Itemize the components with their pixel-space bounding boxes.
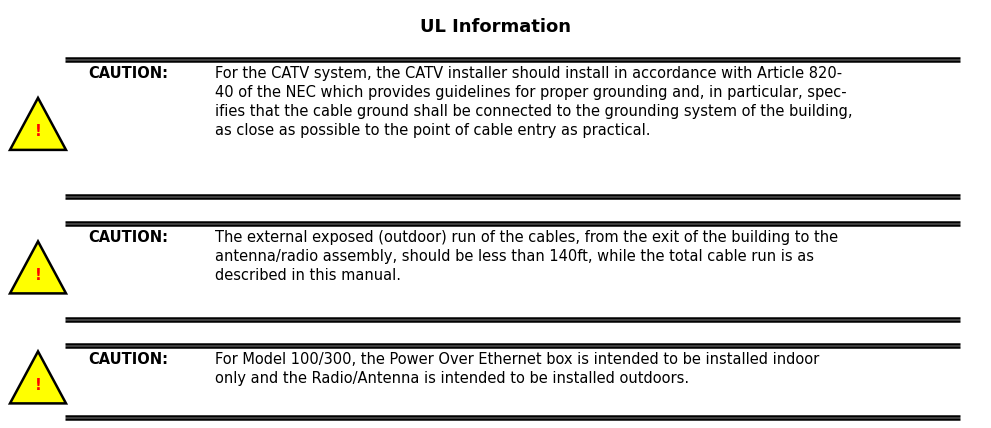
Text: CAUTION:: CAUTION: — [88, 230, 168, 245]
Text: 40 of the NEC which provides guidelines for proper grounding and, in particular,: 40 of the NEC which provides guidelines … — [215, 85, 846, 100]
Text: antenna/radio assembly, should be less than 140ft, while the total cable run is : antenna/radio assembly, should be less t… — [215, 249, 814, 264]
Text: !: ! — [35, 377, 42, 393]
Text: described in this manual.: described in this manual. — [215, 268, 401, 283]
Polygon shape — [10, 351, 66, 404]
Text: CAUTION:: CAUTION: — [88, 66, 168, 81]
Text: For Model 100/300, the Power Over Ethernet box is intended to be installed indoo: For Model 100/300, the Power Over Ethern… — [215, 352, 820, 367]
Text: ifies that the cable ground shall be connected to the grounding system of the bu: ifies that the cable ground shall be con… — [215, 104, 852, 119]
Text: The external exposed (outdoor) run of the cables, from the exit of the building : The external exposed (outdoor) run of th… — [215, 230, 838, 245]
Text: as close as possible to the point of cable entry as practical.: as close as possible to the point of cab… — [215, 123, 650, 138]
Text: UL Information: UL Information — [420, 18, 571, 36]
Polygon shape — [10, 241, 66, 294]
Text: !: ! — [35, 124, 42, 139]
Text: For the CATV system, the CATV installer should install in accordance with Articl: For the CATV system, the CATV installer … — [215, 66, 842, 81]
Text: only and the Radio/Antenna is intended to be installed outdoors.: only and the Radio/Antenna is intended t… — [215, 371, 689, 386]
Text: CAUTION:: CAUTION: — [88, 352, 168, 367]
Polygon shape — [10, 98, 66, 150]
Text: !: ! — [35, 268, 42, 283]
